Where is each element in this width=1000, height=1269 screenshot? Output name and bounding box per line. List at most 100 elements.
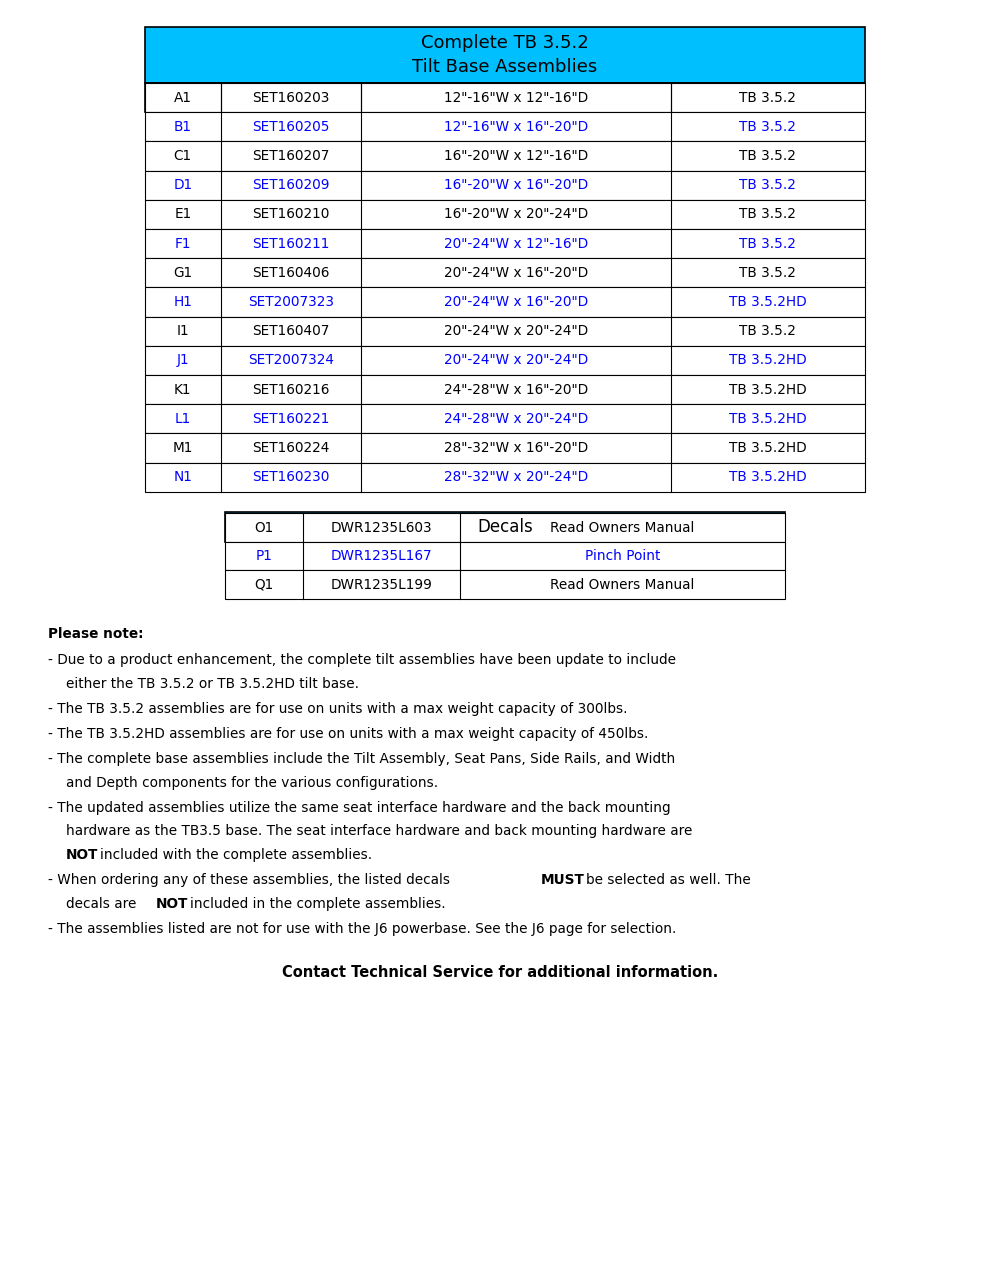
Text: Tilt Assy: Tilt Assy (739, 90, 797, 104)
Text: 16"-20"W x 16"-20"D: 16"-20"W x 16"-20"D (444, 178, 588, 192)
Text: NOT: NOT (66, 848, 98, 862)
Bar (145, 463, 865, 492)
Text: SET160210: SET160210 (252, 207, 329, 221)
Bar (145, 27, 865, 82)
Text: 24"-28"W x 20"-24"D: 24"-28"W x 20"-24"D (444, 412, 588, 426)
Text: SET160221: SET160221 (252, 412, 329, 426)
Bar (225, 570, 785, 599)
Text: SET160203: SET160203 (252, 90, 329, 104)
Text: O1: O1 (255, 520, 274, 534)
Bar (145, 287, 865, 316)
Bar (145, 170, 865, 199)
Text: Read Owners Manual: Read Owners Manual (550, 577, 695, 591)
Text: - The updated assemblies utilize the same seat interface hardware and the back m: - The updated assemblies utilize the sam… (48, 801, 671, 815)
Bar (145, 258, 865, 287)
Text: TB 3.5.2: TB 3.5.2 (739, 148, 796, 162)
Text: - The complete base assemblies include the Tilt Assembly, Seat Pans, Side Rails,: - The complete base assemblies include t… (48, 751, 675, 765)
Text: F1: F1 (175, 236, 191, 250)
Text: B1: B1 (174, 119, 192, 133)
Text: TB 3.5.2HD: TB 3.5.2HD (729, 412, 807, 426)
Text: TB 3.5.2HD: TB 3.5.2HD (729, 471, 807, 485)
Bar (225, 511, 785, 542)
Text: P1: P1 (256, 549, 273, 563)
Text: D1: D1 (173, 178, 192, 192)
Text: 28"-32"W x 16"-20"D: 28"-32"W x 16"-20"D (444, 442, 588, 456)
Bar (145, 405, 865, 434)
Text: 12"-16"W x 16"-20"D: 12"-16"W x 16"-20"D (444, 119, 588, 133)
Text: SET2007324: SET2007324 (248, 353, 334, 368)
Text: SET160230: SET160230 (252, 471, 329, 485)
Text: L1: L1 (175, 412, 191, 426)
Text: TB 3.5.2: TB 3.5.2 (739, 324, 796, 339)
Text: G1: G1 (173, 265, 192, 279)
Text: included with the complete assemblies.: included with the complete assemblies. (100, 848, 373, 862)
Bar (145, 141, 865, 170)
Text: Contact Technical Service for additional information.: Contact Technical Service for additional… (282, 964, 718, 980)
Text: Part #: Part # (269, 90, 313, 104)
Text: Ref #: Ref # (163, 90, 202, 104)
Bar (145, 345, 865, 376)
Text: SET160211: SET160211 (252, 236, 329, 250)
Text: - When ordering any of these assemblies, the listed decals: - When ordering any of these assemblies,… (48, 873, 454, 887)
Text: Q1: Q1 (255, 577, 274, 591)
Bar (145, 82, 865, 112)
Text: 20"-24"W x 16"-20"D: 20"-24"W x 16"-20"D (444, 265, 588, 279)
Text: decals are: decals are (66, 897, 141, 911)
Bar (145, 82, 865, 112)
Text: 20"-24"W x 12"-16"D: 20"-24"W x 12"-16"D (444, 236, 588, 250)
Text: DWR1235L199: DWR1235L199 (331, 577, 433, 591)
Text: N1: N1 (173, 471, 192, 485)
Text: J1: J1 (176, 353, 189, 368)
Text: TB 3.5.2HD: TB 3.5.2HD (729, 294, 807, 308)
Bar (225, 542, 785, 570)
Text: M1: M1 (173, 442, 193, 456)
Text: - Due to a product enhancement, the complete tilt assemblies have been update to: - Due to a product enhancement, the comp… (48, 654, 676, 667)
Bar (145, 316, 865, 345)
Text: TB 3.5.2: TB 3.5.2 (739, 207, 796, 221)
Text: C1: C1 (174, 148, 192, 162)
Text: 20"-24"W x 20"-24"D: 20"-24"W x 20"-24"D (444, 353, 588, 368)
Text: NOT: NOT (156, 897, 188, 911)
Text: SET160205: SET160205 (252, 119, 330, 133)
Text: and Depth components for the various configurations.: and Depth components for the various con… (66, 775, 438, 789)
Text: SET160207: SET160207 (252, 148, 329, 162)
Text: 24"-28"W x 16"-20"D: 24"-28"W x 16"-20"D (444, 382, 588, 397)
Text: be selected as well. The: be selected as well. The (586, 873, 751, 887)
Text: Size: Size (502, 90, 530, 104)
Text: TB 3.5.2: TB 3.5.2 (739, 178, 796, 192)
Text: 12"-16"W x 12"-16"D: 12"-16"W x 12"-16"D (444, 90, 588, 104)
Text: TB 3.5.2: TB 3.5.2 (739, 236, 796, 250)
Bar (145, 376, 865, 405)
Bar (145, 112, 865, 141)
Text: SET160209: SET160209 (252, 178, 330, 192)
Text: K1: K1 (174, 382, 192, 397)
Text: DWR1235L167: DWR1235L167 (331, 549, 433, 563)
Text: H1: H1 (173, 294, 192, 308)
Text: E1: E1 (174, 207, 191, 221)
Text: I1: I1 (176, 324, 189, 339)
Text: Complete TB 3.5.2
Tilt Base Assemblies: Complete TB 3.5.2 Tilt Base Assemblies (412, 33, 598, 76)
Text: included in the complete assemblies.: included in the complete assemblies. (190, 897, 446, 911)
Text: TB 3.5.2: TB 3.5.2 (739, 265, 796, 279)
Text: SET160406: SET160406 (252, 265, 329, 279)
Text: TB 3.5.2: TB 3.5.2 (739, 119, 796, 133)
Text: SET2007323: SET2007323 (248, 294, 334, 308)
Text: MUST: MUST (541, 873, 585, 887)
Text: TB 3.5.2: TB 3.5.2 (739, 90, 796, 104)
Text: SET160216: SET160216 (252, 382, 329, 397)
Bar (145, 199, 865, 228)
Text: 28"-32"W x 20"-24"D: 28"-32"W x 20"-24"D (444, 471, 588, 485)
Text: hardware as the TB3.5 base. The seat interface hardware and back mounting hardwa: hardware as the TB3.5 base. The seat int… (66, 825, 692, 839)
Text: Read Owners Manual: Read Owners Manual (550, 520, 695, 534)
Text: A1: A1 (174, 90, 192, 104)
Text: 20"-24"W x 16"-20"D: 20"-24"W x 16"-20"D (444, 294, 588, 308)
Text: - The assemblies listed are not for use with the J6 powerbase. See the J6 page f: - The assemblies listed are not for use … (48, 921, 676, 937)
Text: SET160407: SET160407 (252, 324, 329, 339)
Text: 20"-24"W x 20"-24"D: 20"-24"W x 20"-24"D (444, 324, 588, 339)
Text: SET160224: SET160224 (252, 442, 329, 456)
Text: TB 3.5.2HD: TB 3.5.2HD (729, 442, 807, 456)
Text: DWR1235L603: DWR1235L603 (331, 520, 433, 534)
Text: TB 3.5.2HD: TB 3.5.2HD (729, 382, 807, 397)
Text: - The TB 3.5.2 assemblies are for use on units with a max weight capacity of 300: - The TB 3.5.2 assemblies are for use on… (48, 702, 628, 716)
Text: Pinch Point: Pinch Point (585, 549, 660, 563)
